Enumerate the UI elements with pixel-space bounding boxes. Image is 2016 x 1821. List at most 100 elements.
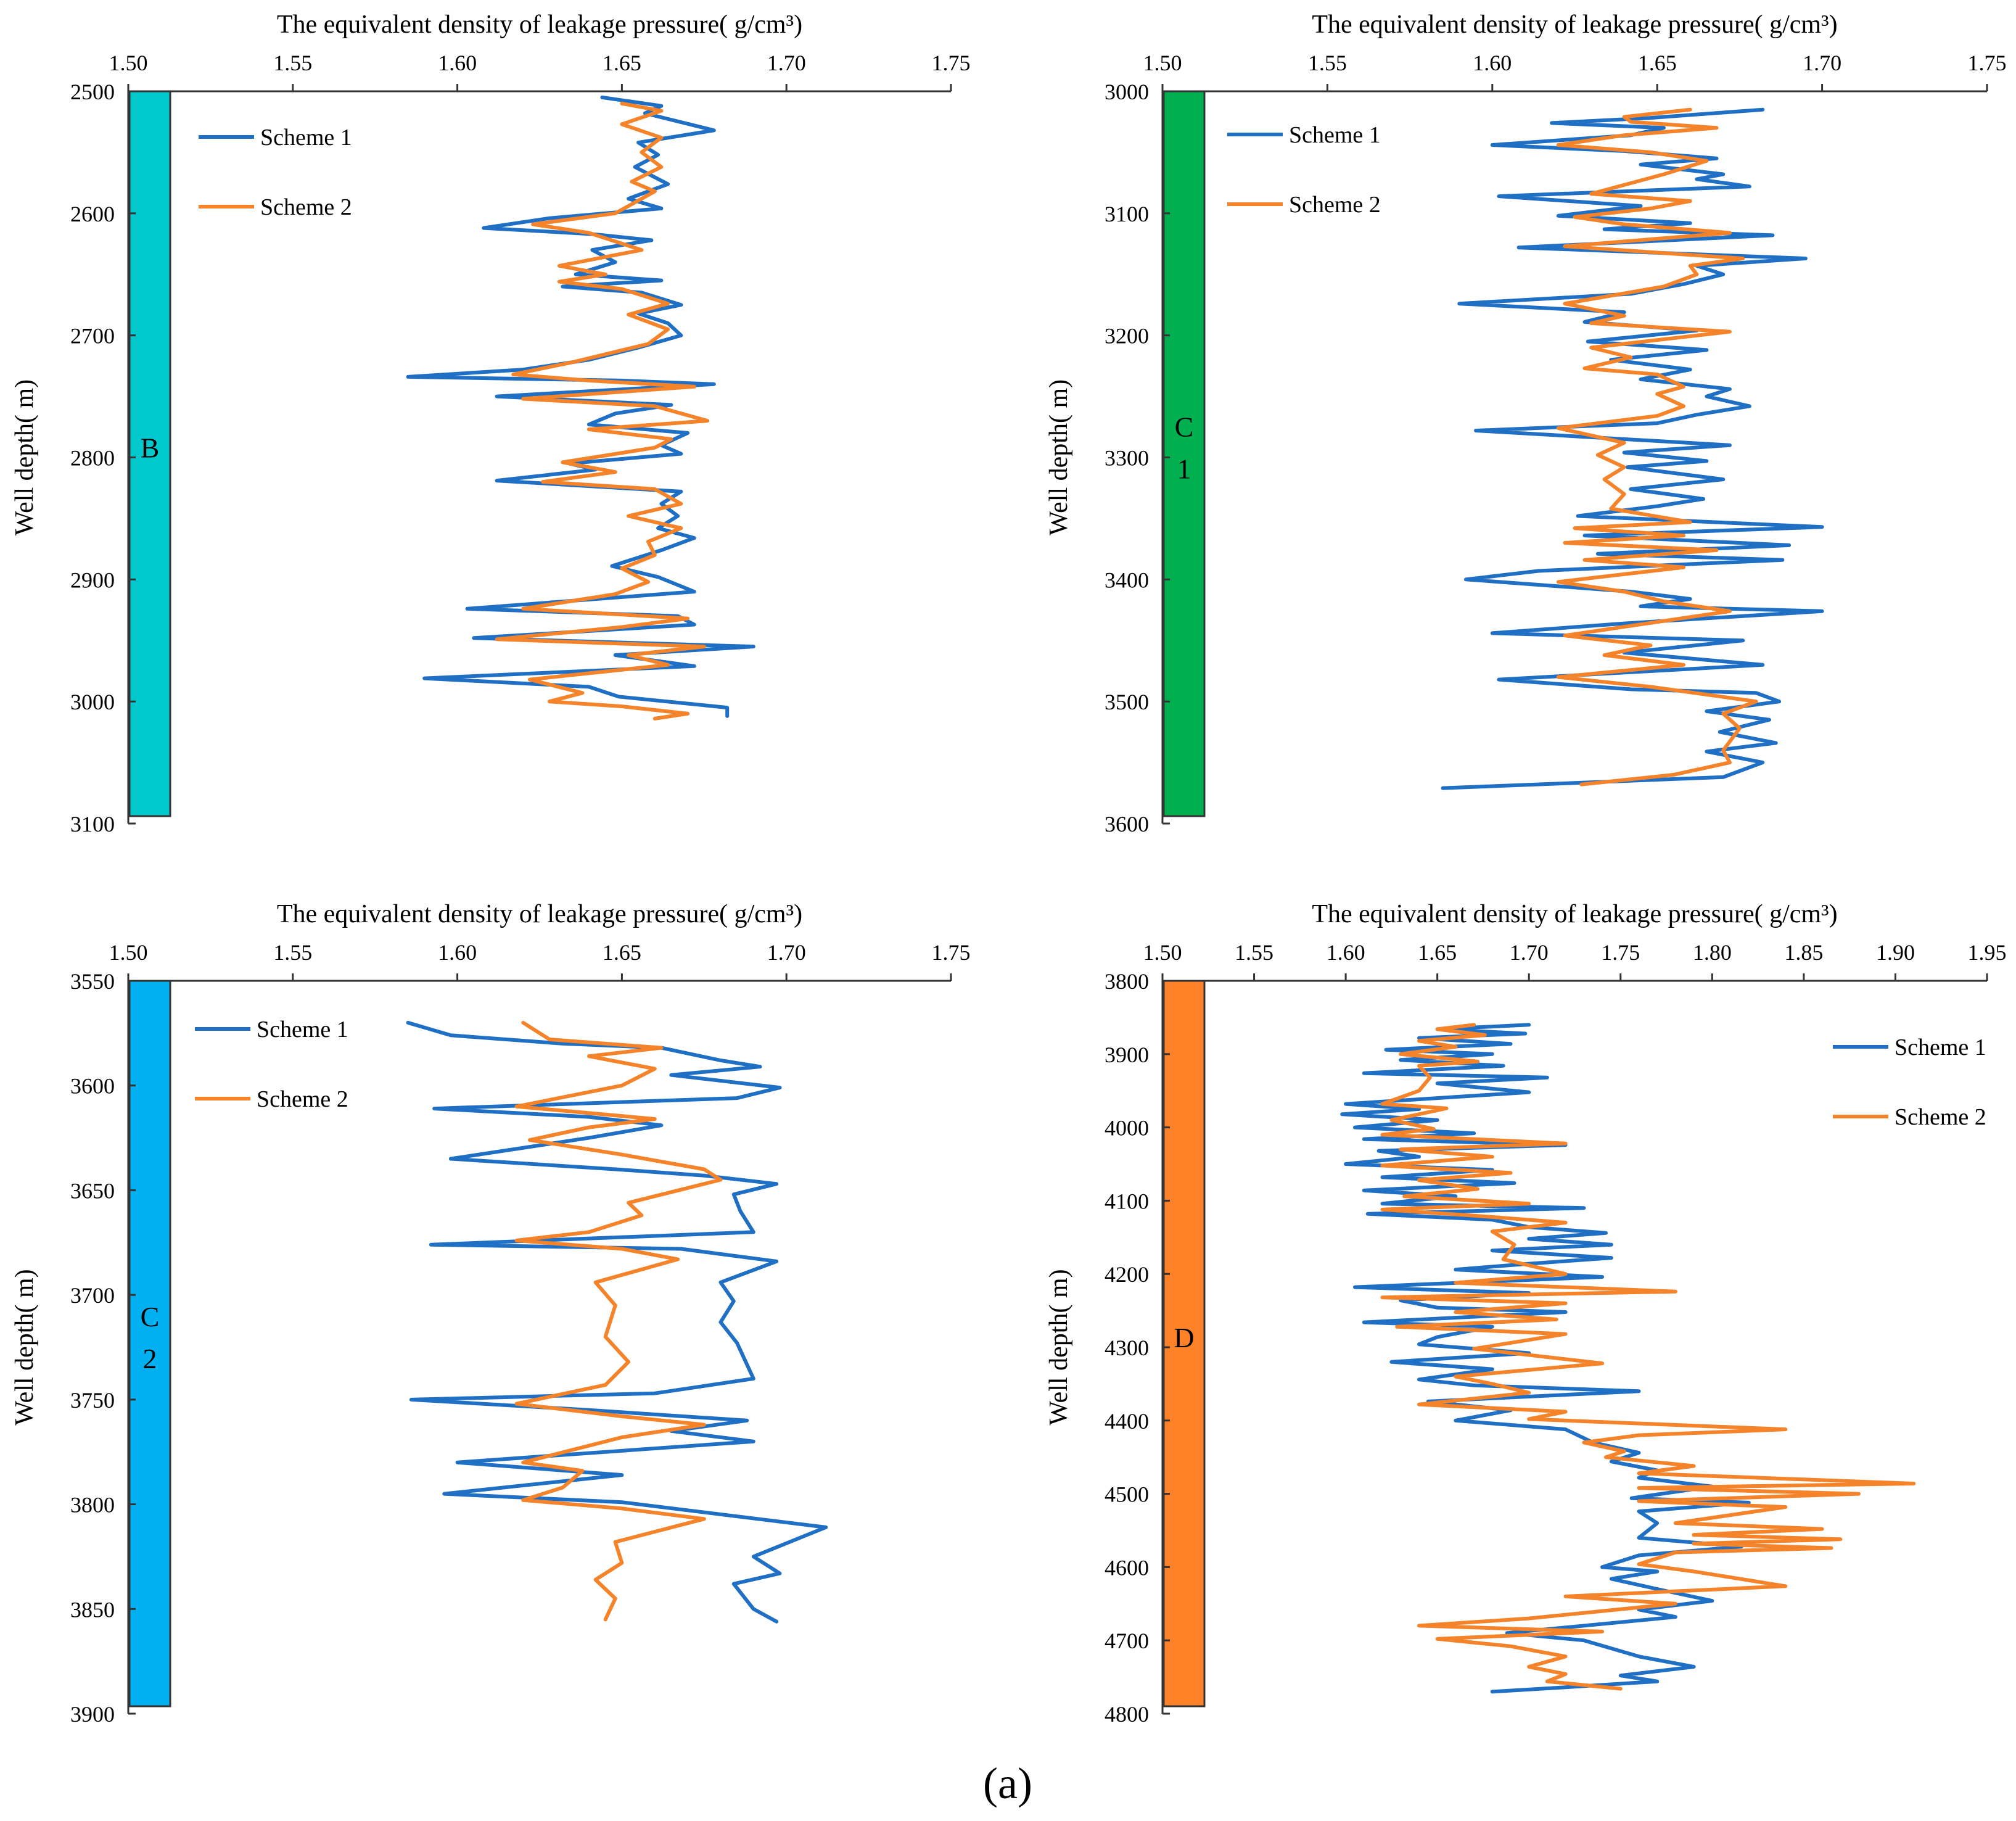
- y-tick-label: 3900: [1105, 1043, 1149, 1067]
- series-line-scheme-1: [1340, 1023, 1751, 1694]
- y-tick-label: 4300: [1105, 1336, 1149, 1360]
- x-tick-label: 1.60: [1327, 940, 1365, 965]
- x-tick-label: 1.50: [1143, 51, 1182, 75]
- x-tick-label: 1.80: [1693, 940, 1732, 965]
- x-tick-label: 1.75: [932, 51, 971, 75]
- x-tick-label: 1.75: [1601, 940, 1640, 965]
- formation-label: C: [1175, 411, 1194, 443]
- x-tick-label: 1.55: [1308, 51, 1347, 75]
- legend-label-scheme-1: Scheme 1: [1895, 1034, 1986, 1060]
- y-tick-label: 3100: [1105, 202, 1149, 226]
- legend: Scheme 1 Scheme 2: [1833, 1034, 1986, 1130]
- x-tick-label: 1.60: [438, 940, 477, 965]
- x-tick-label: 1.50: [109, 51, 148, 75]
- y-tick-label: 4000: [1105, 1116, 1149, 1141]
- x-tick-label: 1.55: [1235, 940, 1273, 965]
- y-tick-label: 4100: [1105, 1189, 1149, 1213]
- y-tick-label: 3400: [1105, 568, 1149, 592]
- y-tick-label: 3300: [1105, 446, 1149, 471]
- x-axis-title: The equivalent density of leakage pressu…: [277, 10, 802, 39]
- x-axis-title: The equivalent density of leakage pressu…: [277, 900, 802, 928]
- x-axis-title: The equivalent density of leakage pressu…: [1312, 10, 1837, 39]
- x-tick-label: 1.75: [932, 940, 971, 965]
- y-tick-label: 3000: [70, 690, 115, 714]
- formation-label: C: [141, 1301, 160, 1332]
- formation-label: 1: [1177, 453, 1191, 485]
- chart-panel-c2: C 2 1.50 1.55 1.60 1.65 1.70 1.75 3550 3600 3650 37…: [10, 900, 971, 1727]
- x-tick-label: 1.95: [1968, 940, 2007, 965]
- x-tick-label: 1.65: [603, 51, 641, 75]
- y-tick-label: 3500: [1105, 690, 1149, 714]
- y-tick-label: 3100: [70, 812, 115, 836]
- y-tick-label: 3000: [1105, 80, 1149, 104]
- x-tick-label: 1.65: [1418, 940, 1457, 965]
- x-tick-label: 1.65: [1638, 51, 1677, 75]
- series-line-scheme-2: [495, 101, 710, 721]
- legend-label-scheme-2: Scheme 2: [1289, 192, 1381, 218]
- formation-label: 2: [143, 1343, 157, 1374]
- legend-label-scheme-2: Scheme 2: [1895, 1104, 1986, 1130]
- chart-panel-c1: C 1 1.50 1.55 1.60 1.65 1.70 1.75 3000 3100 3200 33…: [1045, 10, 2007, 836]
- x-tick-label: 1.70: [1803, 51, 1841, 75]
- legend-label-scheme-1: Scheme 1: [1289, 122, 1381, 148]
- formation-label: B: [141, 432, 160, 464]
- legend-label-scheme-1: Scheme 1: [257, 1017, 348, 1043]
- y-tick-label: 3800: [1105, 969, 1149, 994]
- y-tick-label: 2900: [70, 568, 115, 592]
- y-axis-title: Well depth( m): [1045, 1269, 1073, 1425]
- x-tick-label: 1.55: [273, 940, 312, 965]
- y-tick-label: 3750: [70, 1388, 115, 1413]
- series-line-scheme-2: [1380, 1023, 1916, 1691]
- y-tick-label: 3850: [70, 1597, 115, 1622]
- y-tick-label: 2600: [70, 202, 115, 226]
- x-tick-label: 1.65: [603, 940, 641, 965]
- x-tick-label: 1.55: [273, 51, 312, 75]
- y-tick-label: 3800: [70, 1493, 115, 1518]
- y-axis-title: Well depth( m): [10, 1269, 39, 1425]
- y-tick-label: 2700: [70, 324, 115, 349]
- y-tick-label: 3700: [70, 1283, 115, 1308]
- x-tick-label: 1.70: [1510, 940, 1549, 965]
- x-tick-label: 1.50: [1143, 940, 1182, 965]
- y-axis-title: Well depth( m): [1045, 379, 1073, 535]
- series-line-scheme-1: [406, 1020, 828, 1624]
- y-tick-label: 4200: [1105, 1262, 1149, 1287]
- y-tick-label: 4400: [1105, 1409, 1149, 1434]
- legend-label-scheme-2: Scheme 2: [257, 1086, 348, 1112]
- y-tick-label: 3900: [70, 1702, 115, 1727]
- y-tick-label: 3600: [70, 1074, 115, 1099]
- y-tick-label: 4600: [1105, 1555, 1149, 1580]
- legend-label-scheme-1: Scheme 1: [260, 125, 352, 151]
- y-tick-label: 2500: [70, 80, 115, 104]
- chart-panel-b: B 1.50 1.55 1.60 1.65 1.70 1.75 2500 2600 2700 280…: [10, 10, 971, 836]
- y-tick-label: 4500: [1105, 1482, 1149, 1507]
- x-tick-label: 1.85: [1784, 940, 1823, 965]
- series-line-scheme-2: [514, 1020, 723, 1622]
- formation-strip: [1162, 980, 1206, 1707]
- y-tick-label: 3550: [70, 969, 115, 994]
- y-tick-label: 4700: [1105, 1629, 1149, 1653]
- x-tick-label: 1.70: [767, 940, 806, 965]
- y-tick-label: 4800: [1105, 1702, 1149, 1727]
- y-axis-title: Well depth( m): [10, 379, 39, 535]
- chart-panel-d: D 1.50 1.55 1.60 1.65 1.70 1.75 1.80 1.85 1.90 1.9…: [1045, 900, 2007, 1727]
- y-tick-label: 3650: [70, 1178, 115, 1203]
- x-tick-label: 1.70: [767, 51, 806, 75]
- formation-strip: [128, 90, 171, 817]
- y-tick-label: 3600: [1105, 812, 1149, 836]
- figure-caption: (a): [983, 1759, 1032, 1808]
- legend-label-scheme-2: Scheme 2: [260, 194, 352, 220]
- x-axis-title: The equivalent density of leakage pressu…: [1312, 900, 1837, 928]
- series-line-scheme-2: [1556, 107, 1758, 787]
- y-tick-label: 3200: [1105, 324, 1149, 349]
- x-tick-label: 1.50: [109, 940, 148, 965]
- y-tick-label: 2800: [70, 446, 115, 471]
- x-tick-label: 1.60: [438, 51, 477, 75]
- x-tick-label: 1.75: [1968, 51, 2007, 75]
- x-tick-label: 1.60: [1473, 51, 1512, 75]
- legend: Scheme 1 Scheme 2: [199, 125, 352, 220]
- x-tick-label: 1.90: [1876, 940, 1915, 965]
- formation-label: D: [1174, 1322, 1194, 1353]
- legend: Scheme 1 Scheme 2: [195, 1017, 348, 1112]
